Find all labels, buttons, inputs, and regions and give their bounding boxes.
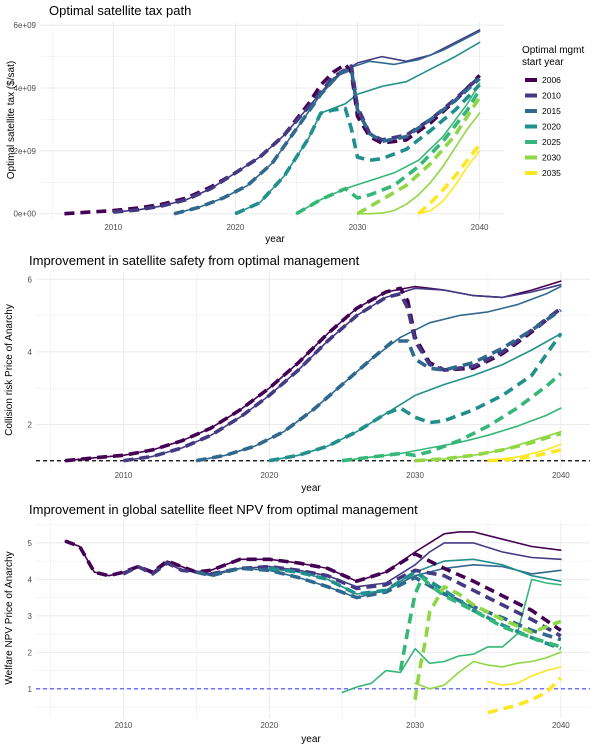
series-line-2020-solid bbox=[234, 41, 481, 215]
legend-label-2015: 2015 bbox=[542, 106, 561, 116]
y-tick-label: 4 bbox=[28, 575, 33, 584]
series-line-2035-dashed bbox=[487, 448, 562, 463]
series-line-2035-solid bbox=[417, 150, 481, 215]
series-line-2020-dashed bbox=[269, 566, 562, 651]
y-tick-label: 4e+09 bbox=[14, 84, 37, 93]
series-line-2030-solid bbox=[414, 651, 562, 690]
series-lines bbox=[36, 280, 590, 463]
x-tick-label: 2010 bbox=[104, 223, 122, 232]
series-line-2015-dashed bbox=[196, 308, 562, 463]
y-axis-title: Welfare NPV Price of Anarchy bbox=[4, 551, 15, 684]
series-lines bbox=[36, 531, 590, 715]
series-line-2025-dashed bbox=[398, 575, 562, 671]
grid bbox=[36, 521, 590, 718]
series-line-2030-solid bbox=[356, 112, 481, 215]
y-tick-label: 6e+09 bbox=[14, 21, 37, 30]
y-tick-label: 3 bbox=[28, 612, 33, 621]
legend: Optimal mgmt start year 2006 2010 2015 2020… bbox=[522, 45, 584, 178]
tick-labels: 2010 2020 2030 2040 2 4 6 bbox=[28, 275, 571, 480]
chart-title: Improvement in satellite safety from opt… bbox=[29, 253, 360, 268]
panel-satellite-safety: Improvement in satellite safety from opt… bbox=[4, 253, 590, 494]
legend-title-line1: Optimal mgmt bbox=[522, 45, 584, 56]
x-tick-label: 2040 bbox=[471, 223, 489, 232]
series-line-2020-dashed bbox=[234, 83, 481, 216]
y-tick-label: 0e+00 bbox=[14, 210, 37, 219]
x-tick-label: 2030 bbox=[406, 471, 424, 480]
y-tick-label: 5 bbox=[28, 539, 33, 548]
x-axis-title: year bbox=[265, 234, 285, 245]
series-line-2010-dashed bbox=[122, 561, 562, 638]
tick-labels: 2010 2020 2030 2040 1 2 3 4 5 bbox=[28, 539, 571, 730]
y-axis-title: Collision risk Price of Anarchy bbox=[4, 304, 15, 436]
x-tick-label: 2020 bbox=[260, 471, 278, 480]
series-line-2025-dashed bbox=[341, 372, 562, 463]
series-line-2006-dashed bbox=[65, 286, 562, 463]
legend-label-2006: 2006 bbox=[542, 75, 561, 85]
panel-fleet-npv: Improvement in global satellite fleet NP… bbox=[4, 502, 590, 745]
series-line-2010-dashed bbox=[123, 291, 562, 463]
y-axis-title: Optimal satellite tax ($/sat) bbox=[6, 61, 17, 179]
series-line-2015-dashed bbox=[173, 67, 481, 216]
y-tick-label: 2e+09 bbox=[14, 147, 37, 156]
series-line-2025-dashed bbox=[295, 88, 482, 216]
series-line-2006-dashed bbox=[64, 539, 562, 632]
y-tick-label: 2 bbox=[28, 648, 33, 657]
legend-entries: 2006 2010 2015 2020 2025 2030 2035 bbox=[525, 75, 561, 178]
legend-label-2030: 2030 bbox=[542, 153, 561, 163]
x-tick-label: 2020 bbox=[260, 721, 278, 730]
legend-label-2035: 2035 bbox=[542, 168, 561, 178]
y-tick-label: 1 bbox=[28, 685, 33, 694]
x-tick-label: 2020 bbox=[226, 223, 244, 232]
y-tick-label: 2 bbox=[28, 420, 33, 429]
x-tick-label: 2030 bbox=[406, 721, 424, 730]
series-line-2025-solid bbox=[341, 407, 562, 462]
x-tick-label: 2030 bbox=[349, 223, 367, 232]
grid bbox=[36, 272, 590, 468]
series-line-2035-dashed bbox=[417, 143, 482, 216]
series-line-2035-dashed bbox=[487, 676, 563, 715]
x-tick-label: 2040 bbox=[552, 471, 570, 480]
series-line-2015-solid bbox=[195, 285, 562, 462]
legend-title-line2: start year bbox=[522, 57, 564, 68]
grid bbox=[40, 22, 504, 220]
x-tick-label: 2040 bbox=[552, 721, 570, 730]
y-tick-label: 4 bbox=[28, 348, 33, 357]
chart-title: Optimal satellite tax path bbox=[49, 3, 191, 18]
x-axis-title: year bbox=[301, 734, 321, 745]
x-tick-label: 2010 bbox=[115, 471, 133, 480]
legend-label-2020: 2020 bbox=[542, 122, 561, 132]
chart-title: Improvement in global satellite fleet NP… bbox=[29, 502, 418, 517]
series-line-2025-solid bbox=[341, 578, 562, 694]
legend-label-2025: 2025 bbox=[542, 137, 561, 147]
series-line-2035-solid bbox=[487, 666, 562, 687]
legend-label-2010: 2010 bbox=[542, 91, 561, 101]
x-tick-label: 2010 bbox=[115, 721, 133, 730]
series-line-2030-dashed bbox=[356, 96, 482, 216]
series-lines bbox=[64, 29, 482, 216]
series-line-2015-solid bbox=[173, 30, 481, 215]
tick-labels: 2010 2020 2030 2040 0e+00 2e+09 4e+09 6e+09 bbox=[14, 21, 489, 232]
series-line-2030-dashed bbox=[413, 584, 562, 701]
panel-satellite-tax: Optimal satellite tax path 2010 2020 2030 2… bbox=[6, 3, 504, 245]
series-line-2015-dashed bbox=[195, 566, 562, 642]
series-line-2030-dashed bbox=[414, 431, 562, 463]
series-line-2035-solid bbox=[487, 443, 562, 462]
y-tick-label: 6 bbox=[28, 275, 33, 284]
x-axis-title: year bbox=[301, 483, 321, 494]
